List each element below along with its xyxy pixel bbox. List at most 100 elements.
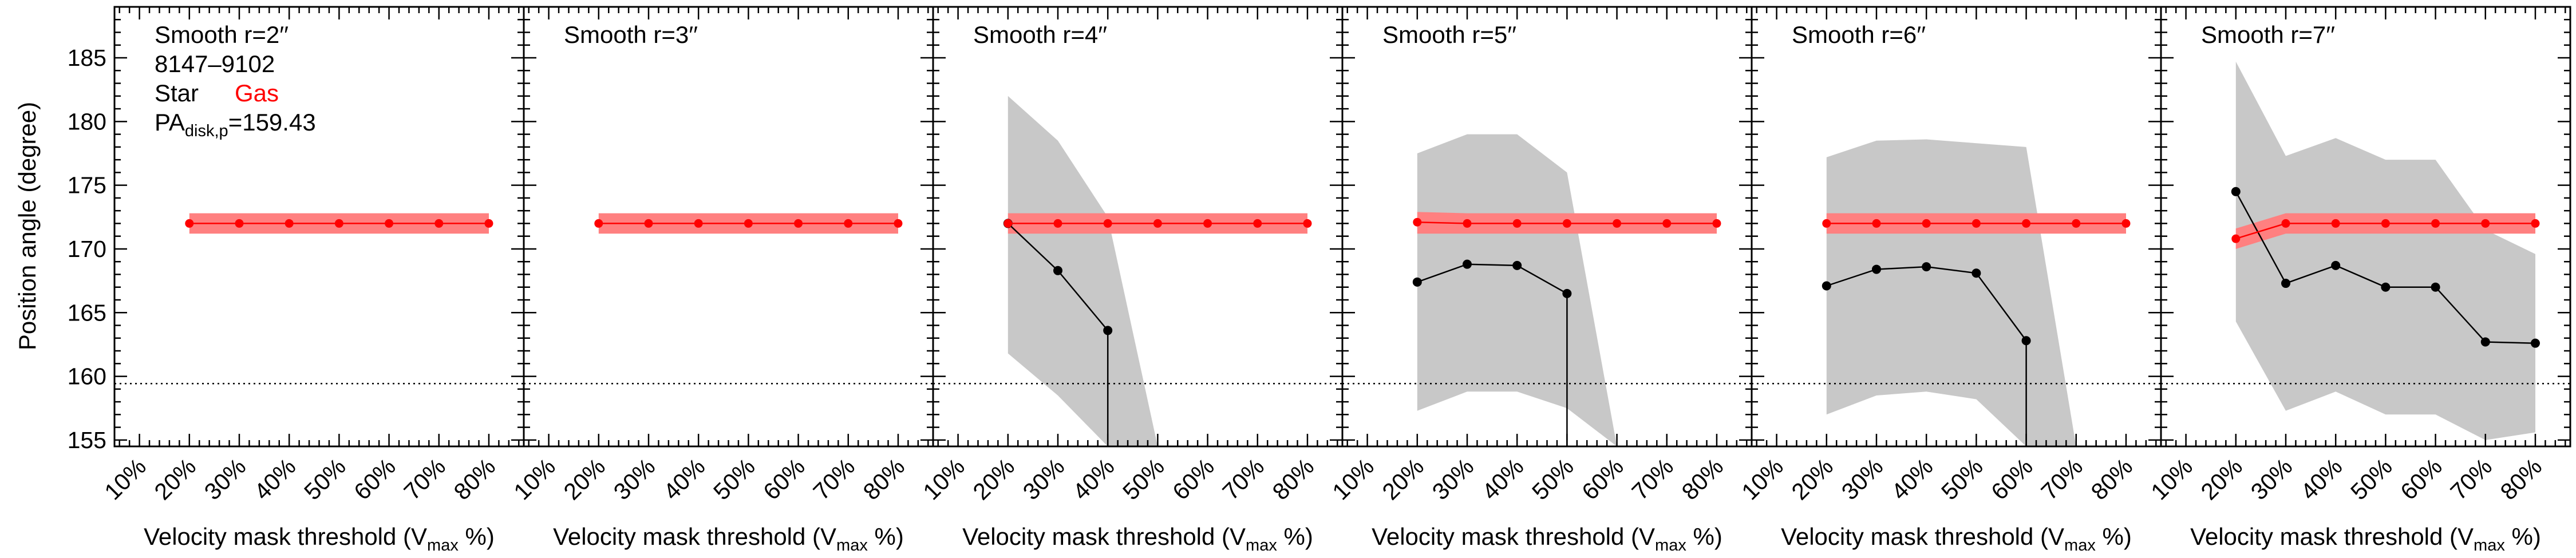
x-axis-label: Velocity mask threshold (Vmax %) bbox=[144, 523, 495, 555]
x-tick-label: 40% bbox=[1886, 453, 1938, 505]
gas-point bbox=[2331, 219, 2340, 228]
y-tick-label: 165 bbox=[68, 299, 106, 326]
plot-area bbox=[2161, 61, 2570, 440]
x-tick-label: 30% bbox=[609, 453, 661, 505]
star-point bbox=[2480, 337, 2490, 347]
star-point bbox=[1462, 259, 1472, 269]
gas-point bbox=[1613, 219, 1622, 228]
x-tick-label: 40% bbox=[2296, 453, 2348, 505]
x-tick-label: 30% bbox=[199, 453, 251, 505]
x-tick-label: 50% bbox=[1936, 453, 1988, 505]
x-tick-label: 80% bbox=[449, 453, 501, 505]
x-tick-label: 60% bbox=[2395, 453, 2447, 505]
star-point bbox=[1871, 264, 1881, 274]
panel-4: 10%20%30%40%50%60%70%80% Velocity mask th… bbox=[1327, 6, 1753, 555]
x-tick-label: 80% bbox=[1677, 453, 1729, 505]
plot-area bbox=[1752, 139, 2161, 446]
x-axis-label: Velocity mask threshold (Vmax %) bbox=[553, 523, 904, 555]
gas-error-band bbox=[2235, 213, 2535, 249]
y-tick-label: 155 bbox=[68, 427, 106, 453]
star-point bbox=[1103, 326, 1113, 335]
star-point bbox=[1971, 268, 1981, 278]
plot-area bbox=[1342, 134, 1752, 446]
gas-point bbox=[2121, 219, 2131, 228]
panel-6: 10%20%30%40%50%60%70%80% Velocity mask th… bbox=[2146, 6, 2571, 555]
x-tick-label: 40% bbox=[249, 453, 301, 505]
gas-point bbox=[1712, 219, 1721, 228]
x-tick-label: 50% bbox=[2345, 453, 2397, 505]
star-error-band bbox=[2235, 61, 2535, 440]
gas-point bbox=[334, 219, 343, 228]
gas-point bbox=[1971, 219, 1981, 228]
gas-point bbox=[894, 219, 903, 228]
x-tick-label: 50% bbox=[1117, 453, 1170, 505]
x-tick-label: 30% bbox=[1836, 453, 1888, 505]
x-tick-label: 20% bbox=[2196, 453, 2248, 505]
gas-point bbox=[694, 219, 703, 228]
star-point bbox=[2021, 336, 2031, 346]
gas-point bbox=[1512, 219, 1522, 228]
x-tick-label: 60% bbox=[1986, 453, 2038, 505]
gas-point bbox=[2381, 219, 2390, 228]
x-tick-label: 20% bbox=[1377, 453, 1429, 505]
star-point bbox=[2530, 338, 2540, 348]
x-tick-label: 30% bbox=[2246, 453, 2298, 505]
y-tick-label: 160 bbox=[68, 363, 106, 390]
x-tick-label: 80% bbox=[2495, 453, 2547, 505]
plateifu-label: 8147–9102 bbox=[155, 50, 275, 77]
legend-gas: Gas bbox=[235, 80, 279, 106]
gas-point bbox=[1463, 219, 1472, 228]
x-axis-label: Velocity mask threshold (Vmax %) bbox=[2190, 523, 2541, 555]
x-axis-label: Velocity mask threshold (Vmax %) bbox=[1781, 523, 2132, 555]
x-tick-label: 40% bbox=[1068, 453, 1120, 505]
legend-star: Star bbox=[155, 80, 199, 106]
gas-point bbox=[644, 219, 653, 228]
x-tick-label: 60% bbox=[349, 453, 401, 505]
x-tick-label: 70% bbox=[1218, 453, 1270, 505]
gas-point bbox=[794, 219, 803, 228]
y-tick-label: 170 bbox=[68, 236, 106, 262]
panels: 15516016517017518018510%20%30%40%50%60%7… bbox=[68, 6, 2571, 555]
x-tick-label: 60% bbox=[758, 453, 810, 505]
star-point bbox=[1922, 262, 1931, 272]
x-tick-label: 80% bbox=[858, 453, 910, 505]
gas-point bbox=[1303, 219, 1312, 228]
star-point bbox=[1562, 288, 1572, 298]
gas-point bbox=[185, 219, 194, 228]
star-point bbox=[2431, 282, 2440, 292]
panel-3: 10%20%30%40%50%60%70%80% Velocity mask th… bbox=[918, 6, 1344, 555]
pa-disk-label: PAdisk,p=159.43 bbox=[155, 109, 316, 140]
x-tick-label: 40% bbox=[1477, 453, 1529, 505]
x-tick-label: 80% bbox=[2086, 453, 2138, 505]
x-tick-label: 30% bbox=[1427, 453, 1479, 505]
x-tick-label: 60% bbox=[1577, 453, 1629, 505]
panel-title: Smooth r=3′′ bbox=[564, 21, 698, 48]
x-tick-label: 80% bbox=[1267, 453, 1319, 505]
gas-point bbox=[1253, 219, 1262, 228]
gas-point bbox=[1153, 219, 1162, 228]
x-tick-label: 20% bbox=[559, 453, 611, 505]
panel-title: Smooth r=4′′ bbox=[973, 21, 1107, 48]
star-point bbox=[1412, 277, 1422, 287]
gas-point bbox=[385, 219, 394, 228]
x-tick-label: 70% bbox=[2036, 453, 2088, 505]
gas-point bbox=[2431, 219, 2440, 228]
star-point bbox=[2231, 187, 2241, 196]
star-error-band bbox=[1826, 139, 2076, 446]
gas-point bbox=[2231, 234, 2241, 243]
panel-title: Smooth r=7′′ bbox=[2201, 21, 2335, 48]
x-tick-label: 70% bbox=[2445, 453, 2498, 505]
gas-point bbox=[2022, 219, 2031, 228]
gas-point bbox=[2281, 219, 2290, 228]
gas-point bbox=[1053, 219, 1062, 228]
gas-point bbox=[2531, 219, 2540, 228]
gas-point bbox=[434, 219, 444, 228]
x-tick-label: 10% bbox=[1327, 453, 1379, 505]
gas-point bbox=[594, 219, 603, 228]
gas-point bbox=[484, 219, 493, 228]
x-tick-label: 20% bbox=[968, 453, 1020, 505]
gas-point bbox=[2481, 219, 2490, 228]
gas-point bbox=[285, 219, 294, 228]
star-point bbox=[1512, 260, 1522, 270]
panel-2: 10%20%30%40%50%60%70%80% Velocity mask th… bbox=[508, 6, 934, 555]
